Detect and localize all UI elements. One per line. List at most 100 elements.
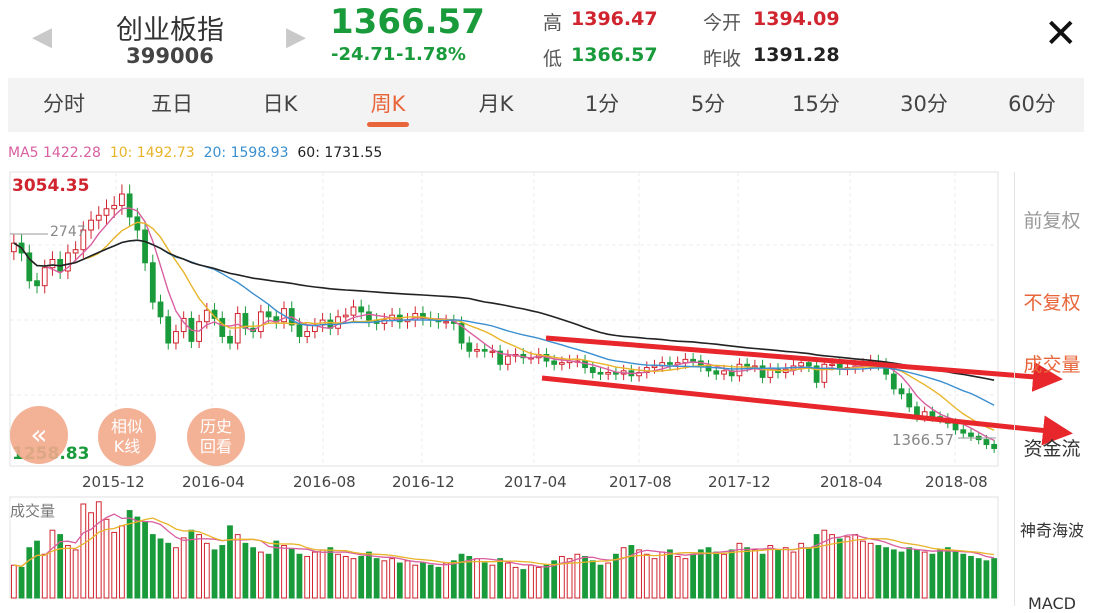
volume-bar bbox=[836, 538, 843, 599]
tab-minute[interactable]: 分时 bbox=[43, 92, 85, 116]
tab-five-day[interactable]: 五日 bbox=[151, 92, 193, 116]
candle-body bbox=[906, 393, 913, 408]
side-no-adjust[interactable]: 不复权 bbox=[1023, 292, 1081, 314]
candle-body bbox=[366, 311, 372, 321]
volume-bar bbox=[759, 553, 766, 599]
volume-bar bbox=[10, 564, 17, 599]
volume-bar bbox=[481, 562, 488, 599]
candle-body bbox=[26, 252, 33, 282]
volume-bar bbox=[489, 564, 496, 599]
tab-60min[interactable]: 60分 bbox=[1008, 92, 1056, 116]
next-index-arrow[interactable]: ▶ bbox=[286, 22, 306, 52]
candle-body bbox=[597, 371, 604, 375]
volume-bar bbox=[335, 553, 341, 599]
history-review-button[interactable]: 历史 回看 bbox=[187, 408, 245, 466]
volume-bar bbox=[944, 547, 951, 599]
candle-body bbox=[119, 193, 125, 206]
volume-bar bbox=[350, 558, 357, 599]
ma60-line bbox=[13, 239, 995, 381]
tab-day-k[interactable]: 日K bbox=[262, 92, 298, 116]
volume-bar bbox=[34, 540, 40, 599]
volume-bar bbox=[613, 553, 619, 599]
volume-bar bbox=[543, 564, 550, 599]
candle-body bbox=[960, 429, 967, 434]
candle-body bbox=[489, 350, 496, 353]
volume-bar bbox=[643, 553, 650, 599]
tab-week-k[interactable]: 周K bbox=[370, 92, 406, 116]
volume-bar bbox=[319, 549, 326, 599]
candle-body bbox=[952, 422, 959, 431]
x-tick: 2016-08 bbox=[293, 473, 356, 491]
tab-30min[interactable]: 30分 bbox=[900, 92, 948, 116]
volume-bar bbox=[458, 553, 465, 599]
prev-index-arrow[interactable]: ◀ bbox=[32, 22, 52, 52]
volume-bar bbox=[558, 555, 565, 599]
close-button[interactable]: ✕ bbox=[1044, 11, 1078, 57]
x-tick: 2018-04 bbox=[820, 473, 883, 491]
side-forward-adjust[interactable]: 前复权 bbox=[1023, 210, 1081, 232]
volume-bar bbox=[605, 562, 612, 599]
candle-body bbox=[798, 362, 805, 367]
side-wave[interactable]: 神奇海波 bbox=[1019, 521, 1084, 540]
candle-body bbox=[111, 204, 118, 210]
open-label: 今开 bbox=[703, 12, 742, 34]
chart-grid bbox=[9, 171, 999, 599]
last-price-label: 1366.57 bbox=[892, 431, 955, 449]
volume-bar bbox=[435, 566, 442, 599]
prev-close-label: 昨收 bbox=[703, 48, 742, 70]
vol-ma10-line bbox=[13, 517, 995, 567]
volume-bar bbox=[273, 540, 280, 599]
side-capital-flow[interactable]: 资金流 bbox=[1023, 438, 1081, 460]
back-button[interactable]: « bbox=[10, 406, 68, 464]
volume-bar bbox=[767, 545, 774, 599]
volume-bar bbox=[119, 525, 125, 599]
candle-body bbox=[651, 365, 658, 369]
active-tab-underline bbox=[367, 122, 409, 127]
ref-price-label: 2747 bbox=[50, 224, 86, 240]
candle-body bbox=[589, 367, 596, 373]
volume-bar bbox=[450, 560, 457, 599]
similar-kline-button[interactable]: 相似 K线 bbox=[98, 408, 156, 466]
side-macd[interactable]: MACD bbox=[1028, 594, 1076, 613]
volume-bar bbox=[983, 560, 990, 599]
volume-bar bbox=[165, 542, 172, 599]
candle-body bbox=[227, 335, 233, 344]
volume-bar bbox=[798, 542, 805, 599]
volume-bar bbox=[443, 562, 450, 599]
candle-body bbox=[898, 388, 905, 395]
volume-bar bbox=[134, 516, 141, 599]
candle-body bbox=[605, 371, 612, 375]
volume-bar bbox=[103, 518, 110, 599]
volume-bar bbox=[597, 564, 604, 599]
volume-bar bbox=[574, 553, 581, 599]
volume-bar bbox=[744, 547, 751, 599]
volume-bar bbox=[327, 547, 334, 599]
volume-bar bbox=[358, 555, 365, 599]
candle-body bbox=[968, 432, 974, 437]
x-tick: 2016-12 bbox=[392, 473, 455, 491]
volume-bar bbox=[288, 548, 295, 599]
volume-bar bbox=[860, 540, 866, 599]
volume-bar bbox=[512, 566, 519, 599]
high-label: 高 bbox=[543, 12, 563, 34]
volume-bar bbox=[281, 545, 287, 599]
volume-bar bbox=[520, 569, 527, 599]
volume-bar bbox=[535, 566, 542, 599]
candle-body bbox=[474, 349, 480, 352]
volume-bar bbox=[396, 562, 403, 599]
tab-15min[interactable]: 15分 bbox=[792, 92, 840, 116]
tab-1min[interactable]: 1分 bbox=[584, 92, 620, 116]
volume-bar bbox=[991, 558, 998, 599]
volume-bar bbox=[883, 547, 889, 599]
tab-month-k[interactable]: 月K bbox=[478, 92, 514, 116]
volume-panel-frame bbox=[9, 496, 999, 599]
tab-5min[interactable]: 5分 bbox=[690, 92, 726, 116]
volume-bar bbox=[211, 549, 218, 599]
volume-bar bbox=[528, 564, 534, 599]
volume-bar bbox=[914, 549, 920, 599]
volume-bar bbox=[705, 547, 712, 599]
side-volume[interactable]: 成交量 bbox=[1023, 354, 1081, 376]
candle-body bbox=[173, 331, 179, 344]
candle-body bbox=[41, 267, 48, 287]
